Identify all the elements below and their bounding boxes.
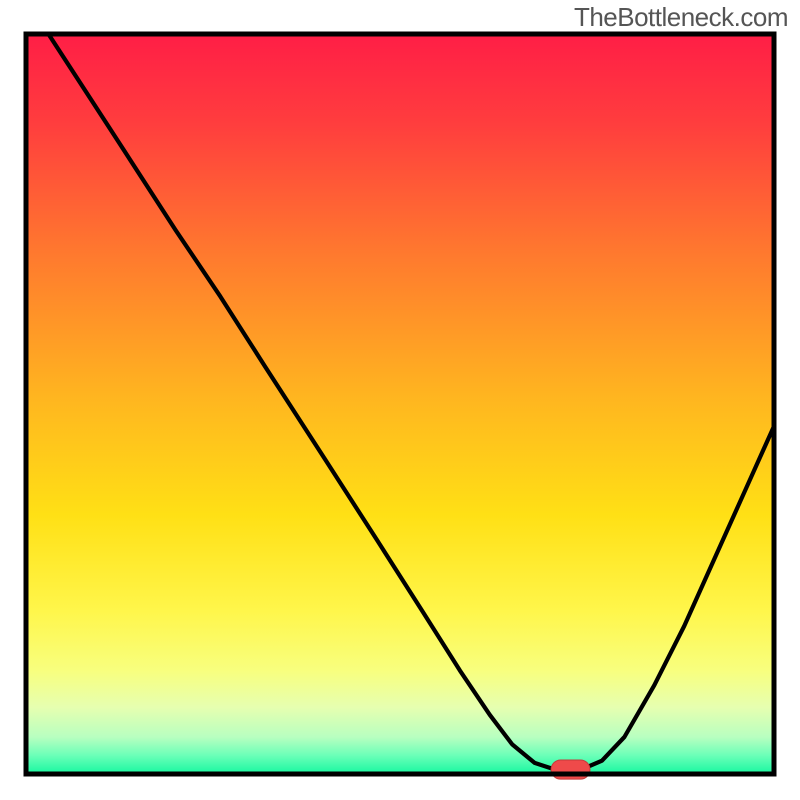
gradient-background [26,34,774,774]
chart-container: TheBottleneck.com [0,0,800,800]
bottleneck-chart [0,0,800,800]
watermark-text: TheBottleneck.com [574,2,788,33]
